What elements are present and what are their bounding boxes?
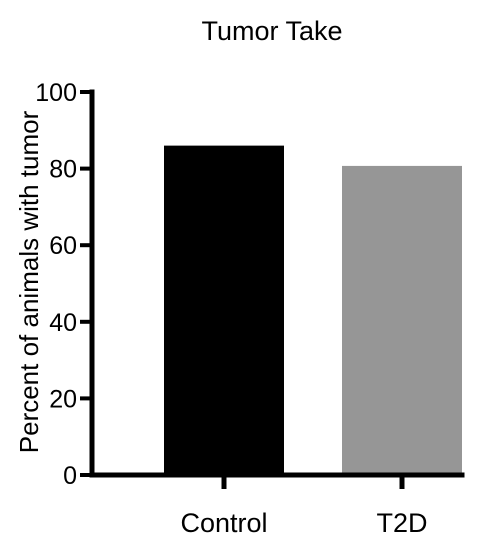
x-tick-label-t2d: T2D <box>376 508 427 537</box>
y-tick-label: 40 <box>49 309 77 337</box>
y-ticks-group: 0 20 40 60 80 100 <box>35 79 92 490</box>
y-tick-label: 100 <box>35 79 77 107</box>
bar-t2d <box>342 165 462 475</box>
y-tick-label: 80 <box>49 156 77 184</box>
x-tick-label-control: Control <box>180 508 267 537</box>
y-tick-label: 0 <box>63 462 77 490</box>
chart-title: Tumor Take <box>201 16 342 46</box>
y-tick-label: 20 <box>49 385 77 413</box>
bars-group <box>164 145 462 475</box>
bar-control <box>164 145 284 475</box>
y-tick-label: 60 <box>49 232 77 260</box>
x-ticks-group: Control T2D <box>180 475 428 537</box>
y-axis-label: Percent of animals with tumor <box>14 110 44 453</box>
